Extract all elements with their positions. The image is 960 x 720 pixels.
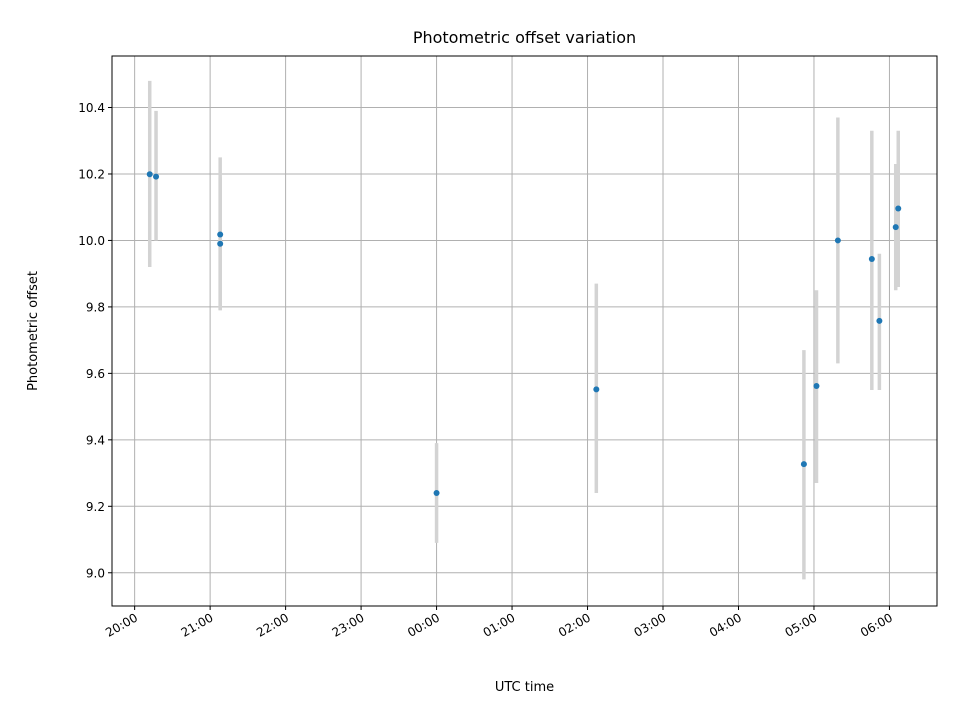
data-point xyxy=(153,173,160,180)
data-point xyxy=(800,461,807,468)
data-point xyxy=(876,317,883,324)
error-bars xyxy=(147,80,901,580)
y-tick-label: 9.2 xyxy=(86,500,105,514)
data-point xyxy=(593,386,600,393)
grid xyxy=(112,56,937,606)
x-tick-label: 23:00 xyxy=(330,610,367,639)
data-point xyxy=(868,256,875,263)
x-tick-label: 02:00 xyxy=(556,610,593,639)
x-axis-label: UTC time xyxy=(495,680,554,695)
data-point xyxy=(813,383,820,389)
x-tick-label: 05:00 xyxy=(783,610,820,639)
x-tick-label: 04:00 xyxy=(707,610,744,639)
data-point xyxy=(895,205,902,212)
y-tick-label: 9.6 xyxy=(86,367,105,381)
x-tick-label: 03:00 xyxy=(632,610,669,639)
x-tick-label: 01:00 xyxy=(481,610,518,639)
x-axis-ticks: 20:00 21:00 22:00 23:00 00:00 01:00 02:00 03:00… xyxy=(103,606,895,640)
x-tick-label: 22:00 xyxy=(254,610,291,639)
data-points xyxy=(146,171,902,497)
y-tick-label: 9.0 xyxy=(86,566,105,580)
data-point xyxy=(433,490,440,497)
y-tick-label: 9.8 xyxy=(86,300,105,314)
y-tick-label: 10.2 xyxy=(78,167,105,181)
data-point xyxy=(834,237,841,244)
data-point xyxy=(892,224,899,231)
y-tick-label: 10.4 xyxy=(78,101,105,115)
x-tick-label: 00:00 xyxy=(405,610,442,639)
data-point xyxy=(217,231,224,238)
y-axis-ticks: 9.0 9.2 9.4 9.6 9.8 10.0 10.2 10.4 xyxy=(78,101,112,580)
x-tick-label: 20:00 xyxy=(103,610,140,639)
y-axis-label: Photometric offset xyxy=(26,271,41,391)
chart-title: Photometric offset variation xyxy=(413,28,636,47)
x-tick-label: 06:00 xyxy=(858,610,895,639)
x-tick-label: 21:00 xyxy=(179,610,216,639)
plot-frame xyxy=(111,55,938,607)
y-tick-label: 10.0 xyxy=(78,234,105,248)
y-tick-label: 9.4 xyxy=(86,433,105,447)
data-point xyxy=(217,240,224,247)
data-point xyxy=(146,171,153,178)
